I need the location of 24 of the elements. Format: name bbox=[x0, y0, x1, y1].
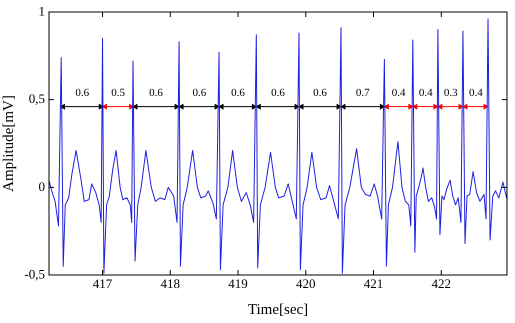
annotation: 0.5 bbox=[111, 87, 126, 100]
annotation: 0.3 bbox=[444, 87, 458, 100]
annotation: 0.4 bbox=[418, 87, 434, 100]
y-tick-label: -0,5 bbox=[24, 266, 45, 282]
x-tick-label: 420 bbox=[296, 276, 316, 292]
y-tick-label: 0 bbox=[38, 178, 45, 194]
annotation: 0.4 bbox=[468, 87, 484, 100]
x-tick-label: 418 bbox=[160, 276, 180, 292]
x-tick-label: 421 bbox=[364, 276, 384, 292]
y-tick-label: 0,5 bbox=[28, 91, 45, 106]
annotation: 0.6 bbox=[271, 87, 286, 100]
annotation: 0.6 bbox=[231, 87, 246, 100]
annotation: 0.6 bbox=[313, 87, 328, 100]
x-tick-label: 417 bbox=[92, 276, 113, 292]
y-axis-title: Amplitude[mV] bbox=[0, 95, 17, 192]
annotation: 0.4 bbox=[392, 87, 406, 100]
annotation: 0.7 bbox=[356, 87, 370, 100]
annotation: 0.6 bbox=[149, 87, 164, 100]
annotation: 0.6 bbox=[192, 87, 207, 100]
x-tick-label: 422 bbox=[432, 276, 452, 292]
x-axis-title: Time[sec] bbox=[248, 302, 308, 318]
y-tick-label: 1 bbox=[38, 3, 45, 18]
annotation: 0.6 bbox=[75, 87, 90, 100]
x-tick-label: 419 bbox=[228, 276, 248, 292]
